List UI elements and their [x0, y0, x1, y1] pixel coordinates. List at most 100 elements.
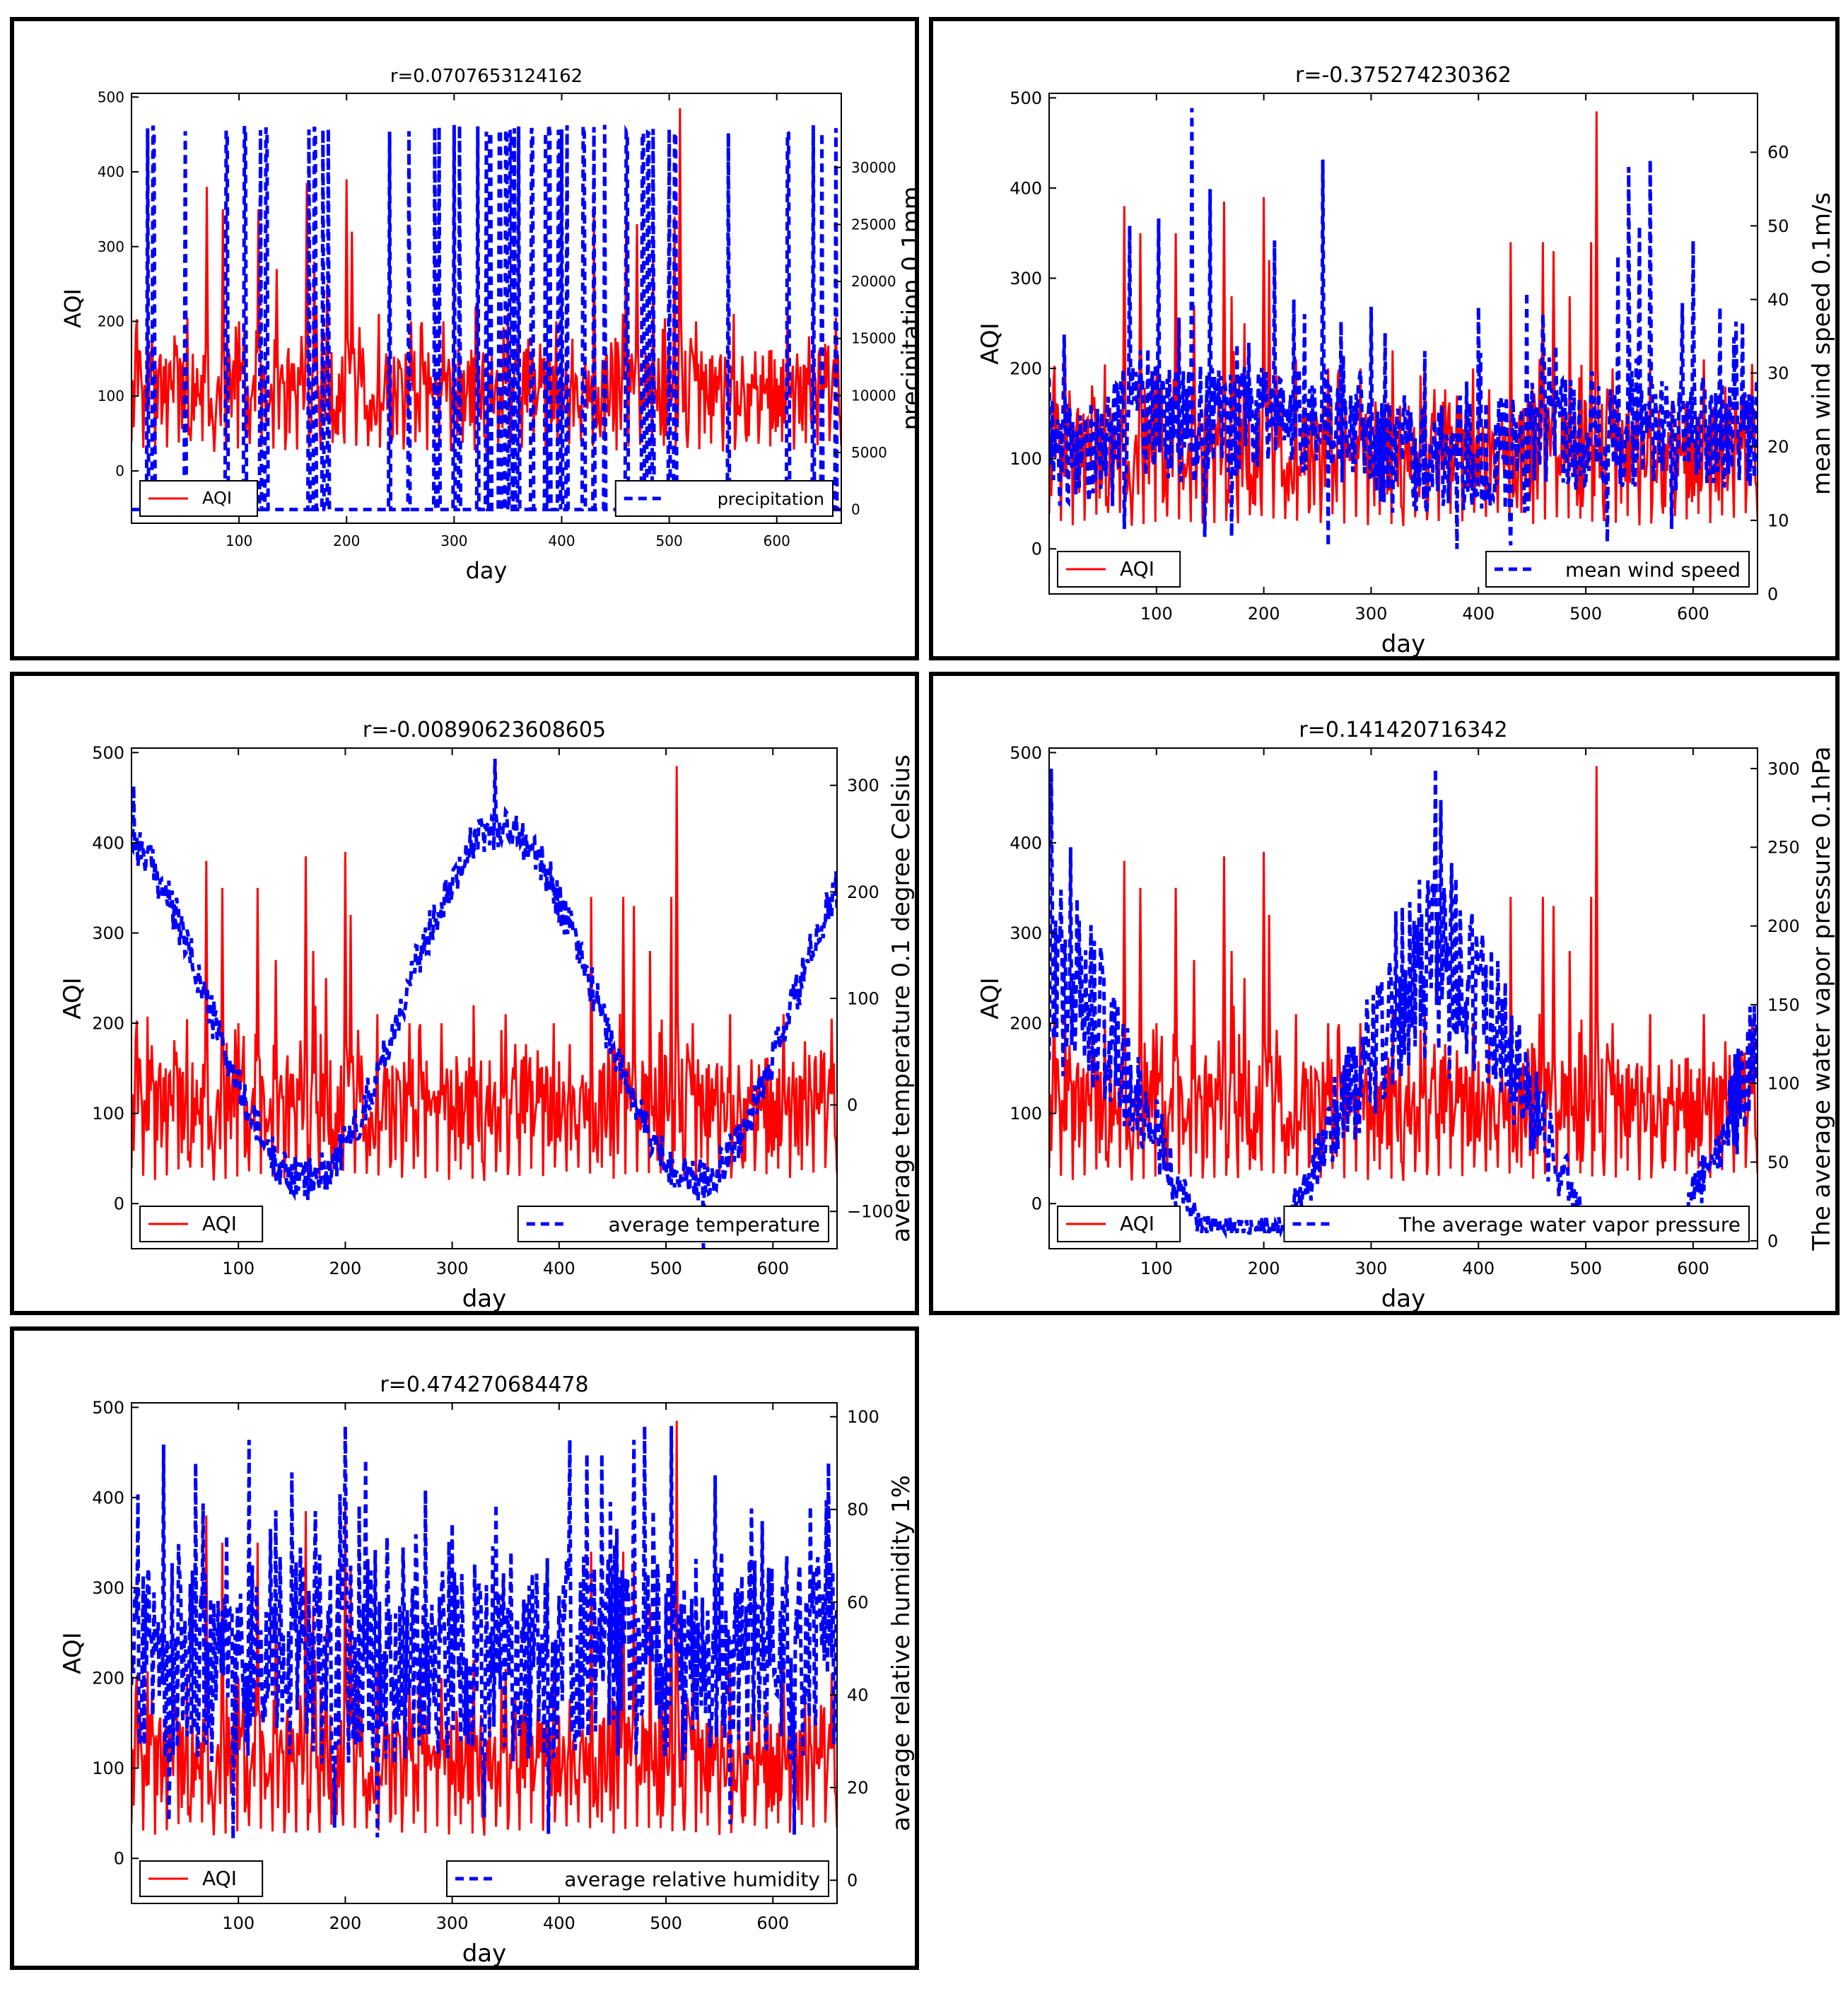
- y2-tick-label: 80: [847, 1500, 869, 1520]
- plot-frame: [131, 93, 842, 524]
- y2-axis-label: mean wind speed 0.1m/s: [1808, 192, 1835, 495]
- x-tick-label: 100: [222, 1259, 255, 1278]
- legend-aqi-label: AQI: [202, 489, 232, 508]
- y2-tick-label: 60: [847, 1592, 869, 1612]
- legend-right-box: [1283, 1206, 1750, 1242]
- y2-tick-label: 15000: [851, 330, 896, 347]
- humidity-series-line: [131, 1425, 837, 1839]
- chart-title: r=0.141420716342: [1299, 718, 1507, 742]
- y-tick-label: 300: [92, 923, 124, 943]
- y-tick-label: 0: [114, 1194, 124, 1214]
- legend-weather-label: precipitation: [718, 489, 824, 509]
- x-tick-label: 500: [650, 1913, 682, 1933]
- legend-weather-label: mean wind speed: [1565, 559, 1741, 582]
- legend-left: AQI: [139, 480, 258, 517]
- precip-series-line: [131, 124, 841, 512]
- chart-title: r=-0.375274230362: [1295, 63, 1511, 88]
- legend-right-box: [446, 1860, 829, 1897]
- y-tick-label: 0: [1031, 1194, 1042, 1214]
- y2-tick-label: 20: [1767, 437, 1789, 457]
- y-axis-label: AQI: [59, 1632, 87, 1674]
- plot-lines: [1049, 107, 1758, 549]
- plot-frame: [1048, 93, 1758, 595]
- x-tick-label: 600: [764, 532, 790, 549]
- chart-title: r=-0.00890623608605: [363, 718, 606, 742]
- legend-aqi-label: AQI: [1120, 557, 1154, 581]
- y-tick-label: 500: [1010, 88, 1042, 108]
- y-axis-label: AQI: [976, 977, 1005, 1019]
- y-tick-label: 200: [1010, 1013, 1042, 1033]
- legend-weather-label: average relative humidity: [564, 1868, 820, 1891]
- x-tick-label: 300: [436, 1913, 469, 1933]
- y2-tick-label: −100: [847, 1202, 894, 1222]
- legend-right: average temperature: [517, 1206, 829, 1242]
- plot-frame: [1048, 747, 1758, 1249]
- aqi-series-line: [1049, 766, 1758, 1182]
- y2-tick-label: 250: [1767, 838, 1800, 858]
- aqi-series-line: [131, 108, 841, 453]
- y2-tick-label: 10000: [851, 387, 896, 404]
- y-axis-label: AQI: [59, 977, 87, 1019]
- y-tick-label: 200: [98, 313, 124, 330]
- chart-panel-humidity: 100 200 300 400 500 600 0 100 200 300 400 500 0 20 40 6…: [10, 1326, 919, 1970]
- x-tick-label: 200: [1248, 1259, 1280, 1278]
- x-tick-label: 400: [548, 532, 575, 549]
- chart-title: r=0.0707653124162: [390, 66, 583, 87]
- y2-axis-label: average temperature 0.1 degree Celsius: [887, 754, 915, 1242]
- y-tick-label: 400: [98, 163, 124, 180]
- x-tick-label: 300: [1355, 604, 1388, 624]
- y-tick-label: 500: [1010, 743, 1042, 763]
- x-tick-label: 300: [440, 532, 467, 549]
- y2-tick-label: 50: [1767, 1153, 1789, 1172]
- y-tick-label: 500: [92, 743, 124, 763]
- y2-axis-label: The average water vapor pressure 0.1hPa: [1808, 747, 1835, 1252]
- plot-frame: [131, 1402, 838, 1904]
- y2-tick-label: 50: [1767, 216, 1789, 236]
- y-tick-label: 0: [1031, 539, 1042, 559]
- chart-svg-humidity: 100 200 300 400 500 600 0 100 200 300 400 500 0 20 40 6…: [59, 1372, 915, 1966]
- chart-svg-wind-speed: 100 200 300 400 500 600 0 100 200 300 400 500 0 10 20 3…: [976, 63, 1835, 656]
- wind-series-line: [1049, 107, 1758, 549]
- y2-tick-label: 0: [1767, 1231, 1778, 1251]
- x-axis-label: day: [1381, 1285, 1426, 1311]
- y-tick-label: 200: [1010, 358, 1042, 378]
- x-tick-label: 300: [1355, 1259, 1388, 1278]
- x-tick-label: 200: [333, 532, 360, 549]
- chart-panel-temperature: 100 200 300 400 500 600 0 100 200 300 400 500 −100 0 1…: [10, 672, 919, 1315]
- legend-aqi-label: AQI: [202, 1867, 237, 1890]
- y-tick-label: 300: [92, 1578, 124, 1598]
- legend-right: mean wind speed: [1485, 551, 1750, 588]
- y-tick-label: 100: [92, 1758, 124, 1778]
- y2-tick-label: 150: [1767, 995, 1800, 1015]
- y2-tick-label: 20: [847, 1778, 869, 1798]
- y2-tick-label: 0: [1767, 584, 1778, 604]
- x-tick-label: 500: [1569, 604, 1602, 624]
- y-tick-label: 0: [115, 462, 124, 479]
- x-tick-label: 400: [543, 1913, 575, 1933]
- y2-tick-label: 5000: [851, 444, 887, 461]
- plot-lines: [131, 108, 841, 512]
- legend-right: average relative humidity: [446, 1860, 829, 1897]
- y-axis-label: AQI: [976, 322, 1005, 364]
- legend-right: precipitation: [614, 480, 834, 517]
- x-tick-label: 500: [1569, 1259, 1602, 1278]
- x-axis-label: day: [462, 1285, 507, 1311]
- x-tick-label: 600: [756, 1913, 789, 1933]
- x-tick-label: 100: [226, 532, 252, 549]
- x-tick-label: 100: [1140, 1259, 1173, 1278]
- temp-series-line: [131, 759, 837, 1249]
- x-tick-label: 200: [329, 1913, 362, 1933]
- y2-tick-label: 40: [1767, 290, 1789, 310]
- y-tick-label: 500: [92, 1398, 124, 1418]
- x-axis-label: day: [462, 1940, 507, 1966]
- y-tick-label: 300: [1010, 923, 1042, 943]
- x-tick-label: 200: [329, 1259, 362, 1278]
- vapor-series-line: [1049, 768, 1758, 1240]
- aqi-series-line: [131, 1421, 837, 1836]
- y2-tick-label: 100: [1767, 1074, 1800, 1094]
- y2-axis-label: precipitation 0.1mm: [897, 186, 915, 430]
- y2-tick-label: 10: [1767, 511, 1789, 530]
- y2-tick-label: 0: [851, 501, 860, 518]
- y-tick-label: 500: [98, 88, 124, 105]
- x-tick-label: 500: [650, 1259, 682, 1278]
